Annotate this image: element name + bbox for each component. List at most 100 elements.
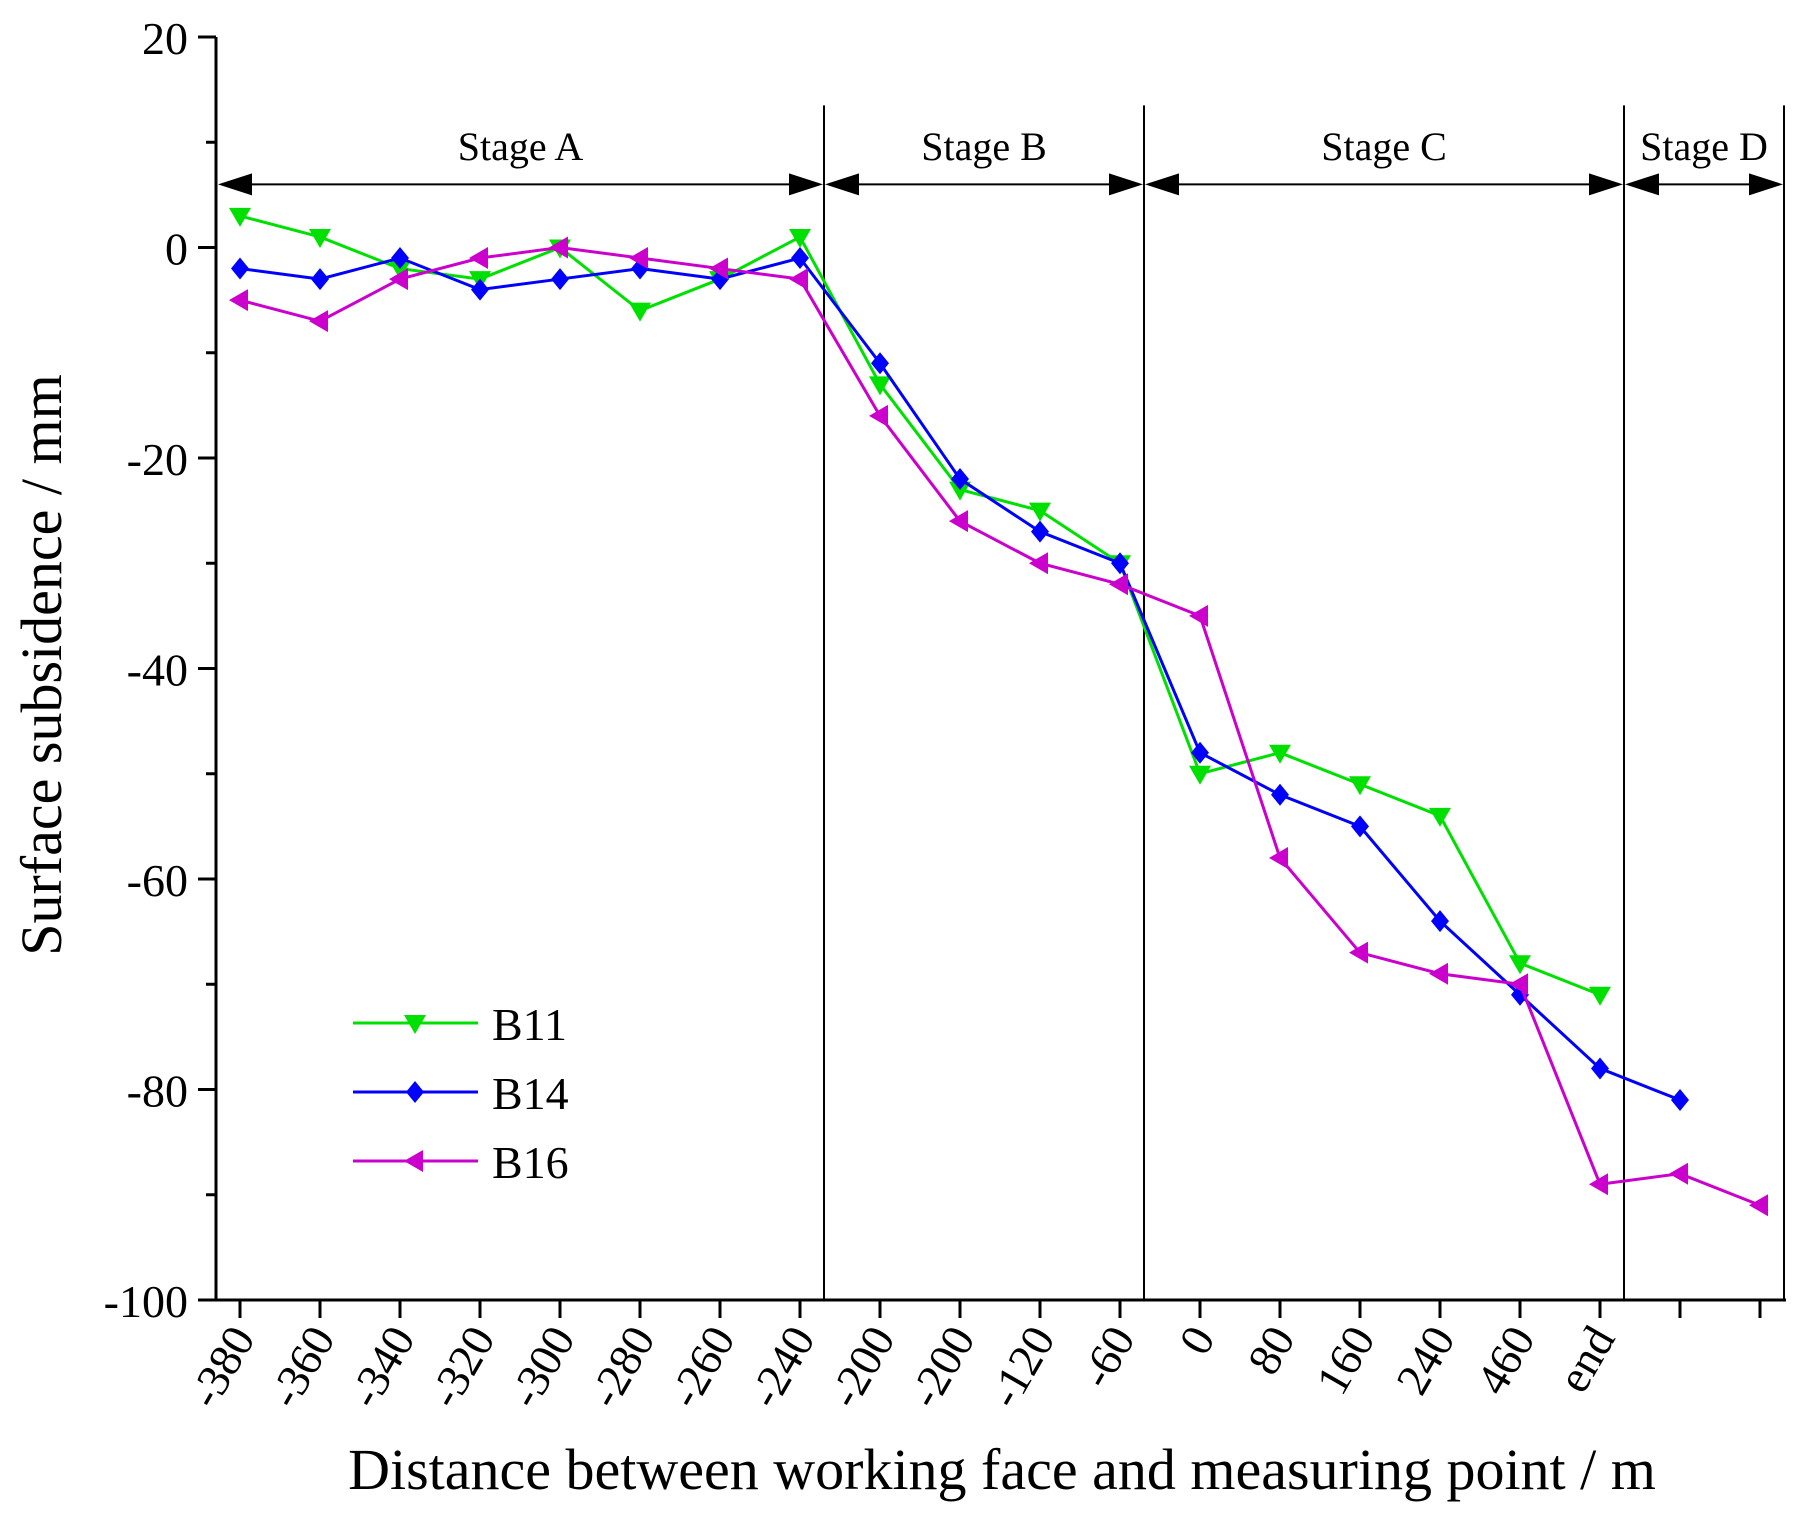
legend-label: B11 bbox=[492, 999, 567, 1050]
x-tick-label: -120 bbox=[978, 1318, 1064, 1417]
stage-arrow-head-left bbox=[1625, 173, 1659, 196]
y-tick-label: -60 bbox=[127, 855, 188, 906]
data-point bbox=[629, 302, 651, 322]
x-tick-label: 0 bbox=[1169, 1318, 1225, 1363]
y-tick-label: -80 bbox=[127, 1066, 188, 1117]
data-point bbox=[469, 247, 488, 270]
data-point bbox=[789, 268, 808, 291]
data-point bbox=[1269, 846, 1288, 869]
data-point bbox=[1109, 573, 1128, 596]
stage-label: Stage B bbox=[921, 124, 1047, 169]
data-point bbox=[391, 247, 409, 270]
data-point bbox=[629, 247, 648, 270]
data-point bbox=[1749, 1194, 1768, 1217]
data-point bbox=[869, 376, 891, 396]
y-tick-label: -100 bbox=[104, 1276, 188, 1327]
data-point bbox=[1429, 807, 1451, 827]
legend-item: B11 bbox=[353, 999, 567, 1050]
stage-arrow-head-left bbox=[218, 173, 252, 196]
data-point bbox=[1509, 955, 1531, 975]
x-tick-label: -240 bbox=[738, 1318, 824, 1417]
data-point bbox=[1269, 744, 1291, 764]
data-point bbox=[1431, 910, 1449, 933]
data-point bbox=[229, 207, 251, 227]
data-point bbox=[389, 260, 411, 280]
legend-marker bbox=[404, 1150, 423, 1172]
stage-arrow-head-left bbox=[825, 173, 859, 196]
data-point bbox=[949, 510, 968, 533]
stage-arrow bbox=[1145, 173, 1623, 196]
data-point bbox=[309, 310, 328, 333]
x-tick-label: -300 bbox=[498, 1318, 584, 1417]
stage-label: Stage A bbox=[458, 124, 584, 169]
y-tick-label: 20 bbox=[142, 13, 188, 64]
data-point bbox=[1349, 776, 1371, 796]
data-point bbox=[949, 481, 971, 501]
data-point bbox=[1509, 973, 1528, 996]
series-B14 bbox=[231, 247, 1689, 1112]
data-point bbox=[1029, 552, 1048, 575]
stage-arrow-head-right bbox=[1749, 173, 1783, 196]
stage-arrow-head-left bbox=[1145, 173, 1179, 196]
stage-arrow bbox=[825, 173, 1143, 196]
data-point bbox=[951, 468, 969, 491]
series-layer bbox=[229, 207, 1768, 1217]
legend-label: B16 bbox=[492, 1137, 569, 1188]
y-tick-label: -20 bbox=[127, 434, 188, 485]
x-tick-label: -360 bbox=[258, 1318, 344, 1417]
data-point bbox=[1189, 765, 1211, 785]
stage-annotations: Stage A Stage B Stage C Stage D bbox=[218, 105, 1785, 1300]
x-tick-label: 460 bbox=[1466, 1318, 1545, 1403]
data-point bbox=[309, 228, 331, 248]
stage-label: Stage D bbox=[1640, 124, 1768, 169]
x-tick-label: -280 bbox=[578, 1318, 664, 1417]
data-point bbox=[389, 268, 408, 291]
x-tick-label: -200 bbox=[818, 1318, 904, 1417]
data-point bbox=[471, 278, 489, 301]
data-point bbox=[1349, 941, 1368, 964]
data-point bbox=[229, 289, 248, 312]
data-point bbox=[791, 247, 809, 270]
stage-arrow-head-right bbox=[1109, 173, 1143, 196]
data-point bbox=[311, 268, 329, 291]
data-point bbox=[551, 268, 569, 291]
data-point bbox=[1351, 815, 1369, 838]
stage-arrow bbox=[1625, 173, 1783, 196]
data-point bbox=[1429, 962, 1448, 985]
x-tick-label: 160 bbox=[1306, 1318, 1385, 1403]
data-point bbox=[871, 352, 889, 375]
stage-arrow-head-right bbox=[789, 173, 823, 196]
data-point bbox=[1271, 783, 1289, 806]
stage-arrow-head-right bbox=[1589, 173, 1623, 196]
axes: -100-80-60-40-20020-380-360-340-320-300-… bbox=[104, 13, 1786, 1416]
legend: B11 B14 B16 bbox=[353, 999, 569, 1188]
x-tick-label: -260 bbox=[658, 1318, 744, 1417]
y-tick-label: 0 bbox=[165, 224, 188, 275]
data-point bbox=[1031, 520, 1049, 543]
series-B16 bbox=[229, 236, 1768, 1217]
x-tick-label: end bbox=[1547, 1318, 1624, 1401]
data-point bbox=[1189, 604, 1208, 627]
data-point bbox=[1111, 552, 1129, 575]
legend-label: B14 bbox=[492, 1068, 569, 1119]
data-point bbox=[1589, 986, 1611, 1006]
data-point bbox=[1029, 502, 1051, 522]
legend-marker bbox=[406, 1081, 424, 1103]
data-point bbox=[789, 228, 811, 248]
data-point bbox=[231, 257, 249, 280]
data-point bbox=[709, 257, 728, 280]
data-point bbox=[549, 236, 568, 259]
x-tick-label: -60 bbox=[1070, 1318, 1145, 1397]
legend-marker bbox=[404, 1015, 426, 1034]
data-point bbox=[869, 404, 888, 427]
series-line bbox=[239, 245, 1761, 1207]
series-B11 bbox=[229, 207, 1611, 1006]
x-tick-label: 240 bbox=[1386, 1318, 1465, 1403]
series-line bbox=[239, 214, 1601, 997]
stage-label: Stage C bbox=[1321, 124, 1447, 169]
legend-item: B14 bbox=[353, 1068, 569, 1119]
y-axis-label: Surface subsidence / mm bbox=[9, 374, 74, 955]
data-point bbox=[1589, 1173, 1608, 1196]
x-tick-label: 80 bbox=[1237, 1318, 1304, 1383]
